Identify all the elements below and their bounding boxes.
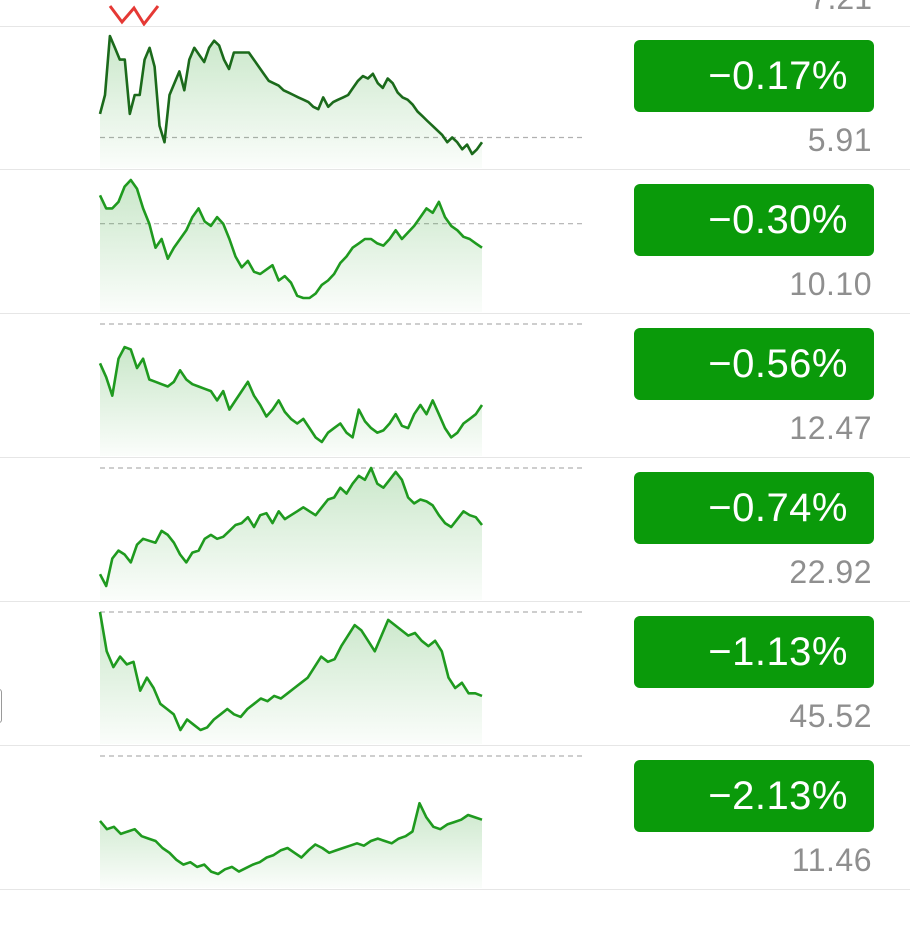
sparkline-line: [98, 611, 483, 732]
sparkline-area: [100, 347, 482, 456]
sparkline-chart: [98, 178, 586, 312]
last-price: 12.47: [789, 410, 872, 446]
sparkline-line: [98, 345, 484, 444]
partial-sparkline: [108, 5, 160, 26]
partial-row-price: 7.21: [810, 0, 872, 17]
sparkline-line: [99, 801, 483, 876]
stock-row[interactable]: −2.13% 11.46: [0, 746, 910, 890]
percent-change-button[interactable]: −0.56%: [634, 328, 874, 400]
sparkline-chart: [98, 466, 586, 600]
left-edge-handle[interactable]: [0, 689, 2, 723]
sparkline-chart: [98, 611, 586, 744]
stock-row[interactable]: −0.56% 12.47: [0, 314, 910, 458]
last-price: 11.46: [791, 842, 872, 878]
sparkline-area: [100, 468, 482, 600]
sparkline-line: [98, 34, 484, 156]
last-price: 22.92: [789, 554, 872, 590]
stock-row[interactable]: −0.74% 22.92: [0, 458, 910, 602]
last-price: 45.52: [789, 698, 872, 734]
stock-row[interactable]: −1.13% 45.52: [0, 602, 910, 746]
sparkline-line: [98, 178, 483, 300]
percent-change-button[interactable]: −2.13%: [634, 760, 874, 832]
percent-change-button[interactable]: −0.74%: [634, 472, 874, 544]
sparkline-chart: [98, 34, 586, 168]
percent-change-button[interactable]: −0.30%: [634, 184, 874, 256]
sparkline-chart: [98, 323, 586, 456]
last-price: 5.91: [807, 122, 872, 158]
percent-change-button[interactable]: −0.17%: [634, 40, 874, 112]
sparkline-area: [100, 36, 482, 168]
sparkline-area: [100, 612, 482, 744]
partial-row-top[interactable]: 7.21: [0, 0, 910, 27]
percent-change-button[interactable]: −1.13%: [634, 616, 874, 688]
partial-sparkline-line: [108, 5, 160, 26]
stock-row[interactable]: −0.30% 10.10: [0, 170, 910, 314]
sparkline-chart: [99, 755, 586, 888]
last-price: 10.10: [789, 266, 872, 302]
stock-row[interactable]: −0.17% 5.91: [0, 26, 910, 170]
sparkline-line: [98, 466, 484, 588]
